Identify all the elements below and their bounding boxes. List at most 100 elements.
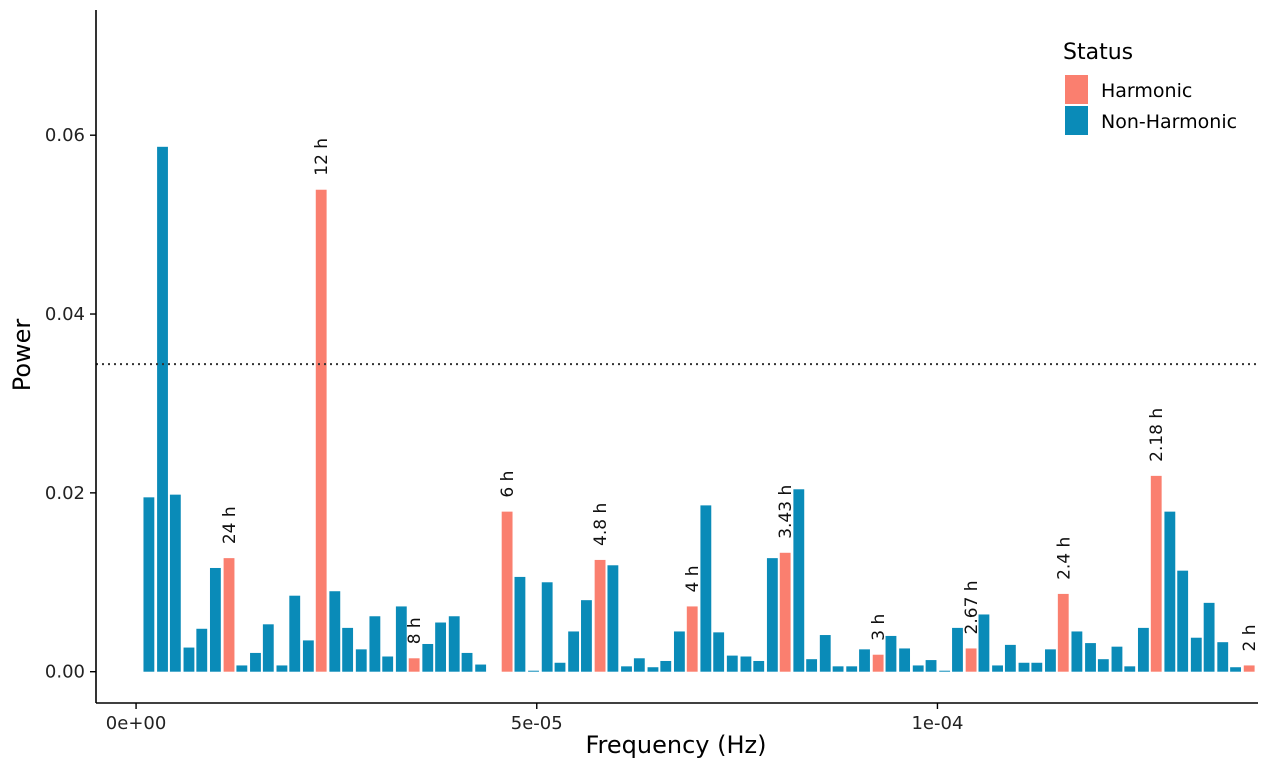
harmonic-period-label: 6 h: [498, 471, 518, 498]
non-harmonic-bar: [1190, 637, 1202, 672]
non-harmonic-bar: [262, 624, 274, 672]
harmonic-bar: [1057, 593, 1069, 672]
non-harmonic-bar: [369, 616, 381, 672]
non-harmonic-bar: [939, 670, 951, 672]
non-harmonic-bar: [382, 656, 394, 672]
non-harmonic-bar: [183, 647, 195, 672]
harmonic-bar: [594, 559, 606, 672]
legend: Status Harmonic Non-Harmonic: [1063, 40, 1237, 135]
harmonic-bar: [223, 558, 235, 672]
non-harmonic-bar: [422, 643, 434, 672]
non-harmonic-bar: [355, 649, 367, 672]
non-harmonic-bar: [1031, 662, 1043, 672]
harmonic-period-label: 2.4 h: [1054, 537, 1074, 580]
harmonic-period-label: 8 h: [405, 617, 425, 644]
harmonic-bar: [1150, 475, 1162, 672]
non-harmonic-bar: [209, 567, 221, 672]
non-harmonic-bar: [342, 627, 354, 672]
non-harmonic-bar: [289, 595, 301, 672]
non-harmonic-bar: [448, 616, 460, 672]
y-tick-label: 0.06: [45, 125, 85, 146]
harmonic-period-label: 3.43 h: [776, 485, 796, 539]
y-tick-label: 0.00: [45, 662, 85, 683]
harmonic-period-label: 12 h: [312, 138, 332, 176]
non-harmonic-bar: [1164, 511, 1176, 672]
non-harmonic-bar: [1124, 666, 1136, 672]
x-ticks: 0e+00 5e-05 1e-04: [106, 703, 963, 734]
non-harmonic-bar: [1203, 602, 1215, 672]
non-harmonic-bar: [1097, 659, 1109, 672]
y-ticks: 0.00 0.02 0.04 0.06: [45, 125, 96, 683]
non-harmonic-bar: [1018, 662, 1030, 672]
non-harmonic-bar: [793, 489, 805, 672]
non-harmonic-bar: [859, 649, 870, 672]
non-harmonic-bar: [740, 656, 752, 672]
harmonic-bar: [779, 552, 791, 672]
non-harmonic-bar: [1230, 667, 1241, 672]
non-harmonic-bar: [1004, 644, 1016, 672]
non-harmonic-bar: [1085, 643, 1096, 672]
non-harmonic-bar: [992, 665, 1003, 672]
non-harmonic-bar: [925, 660, 937, 672]
non-harmonic-bar: [461, 652, 473, 672]
non-harmonic-bar: [514, 576, 526, 672]
non-harmonic-bar: [766, 558, 778, 672]
harmonic-bar: [872, 654, 884, 672]
non-harmonic-bar: [329, 591, 341, 672]
x-axis-title: Frequency (Hz): [586, 731, 767, 759]
non-harmonic-bar: [276, 665, 288, 672]
y-tick-label: 0.04: [45, 304, 85, 325]
non-harmonic-bar: [899, 648, 911, 672]
non-harmonic-bar: [250, 652, 261, 672]
harmonic-period-label: 3 h: [869, 614, 889, 641]
non-harmonic-bar: [633, 658, 645, 672]
non-harmonic-bar: [912, 665, 924, 672]
harmonic-period-label: 2 h: [1240, 624, 1260, 651]
harmonic-bar: [686, 606, 698, 672]
non-harmonic-bar: [621, 666, 632, 672]
non-harmonic-bar: [1071, 631, 1083, 672]
axes: 0.00 0.02 0.04 0.06 0e+00 5e-05 1e-04: [45, 10, 1258, 734]
non-harmonic-bar: [568, 631, 580, 672]
y-axis-title: Power: [8, 319, 36, 392]
harmonic-bar: [1243, 665, 1255, 672]
non-harmonic-bar: [726, 655, 738, 672]
non-harmonic-bar: [806, 659, 818, 672]
non-harmonic-bar: [607, 565, 619, 672]
harmonic-bar: [408, 658, 420, 672]
harmonic-period-label: 4.8 h: [591, 503, 611, 546]
non-harmonic-bar: [1137, 627, 1149, 672]
harmonic-bar: [315, 189, 327, 672]
non-harmonic-bar: [660, 660, 672, 672]
x-tick-label: 5e-05: [511, 713, 563, 734]
non-harmonic-bar: [528, 670, 539, 672]
non-harmonic-bar: [541, 582, 553, 672]
non-harmonic-bar: [143, 497, 155, 672]
non-harmonic-bar: [435, 622, 447, 672]
non-harmonic-bar: [753, 660, 765, 672]
harmonic-period-label: 4 h: [683, 565, 703, 592]
non-harmonic-bar: [554, 662, 566, 672]
legend-label-non-harmonic: Non-Harmonic: [1101, 111, 1237, 133]
non-harmonic-bar: [1045, 649, 1056, 672]
harmonic-period-label: 2.67 h: [962, 580, 982, 634]
non-harmonic-bar: [700, 505, 712, 672]
y-tick-label: 0.02: [45, 483, 85, 504]
bars-layer: [143, 146, 1255, 672]
non-harmonic-bar: [647, 667, 659, 672]
non-harmonic-bar: [395, 606, 407, 672]
non-harmonic-bar: [169, 494, 181, 672]
legend-swatch-harmonic: [1065, 75, 1088, 104]
non-harmonic-bar: [302, 640, 314, 672]
harmonic-period-label: 24 h: [220, 506, 240, 544]
x-tick-label: 1e-04: [911, 713, 963, 734]
non-harmonic-bar: [846, 666, 858, 672]
non-harmonic-bar: [819, 635, 831, 672]
harmonic-bar: [501, 511, 513, 672]
x-tick-label: 0e+00: [106, 713, 167, 734]
bar-labels-layer: 24 h 12 h 8 h 6 h 4.8 h 4 h 3.43 h 3 h 2.67 h 2.4…: [220, 138, 1260, 652]
non-harmonic-bar: [1111, 646, 1123, 672]
non-harmonic-bar: [236, 665, 248, 672]
non-harmonic-bar: [832, 666, 844, 672]
non-harmonic-bar: [196, 628, 208, 672]
